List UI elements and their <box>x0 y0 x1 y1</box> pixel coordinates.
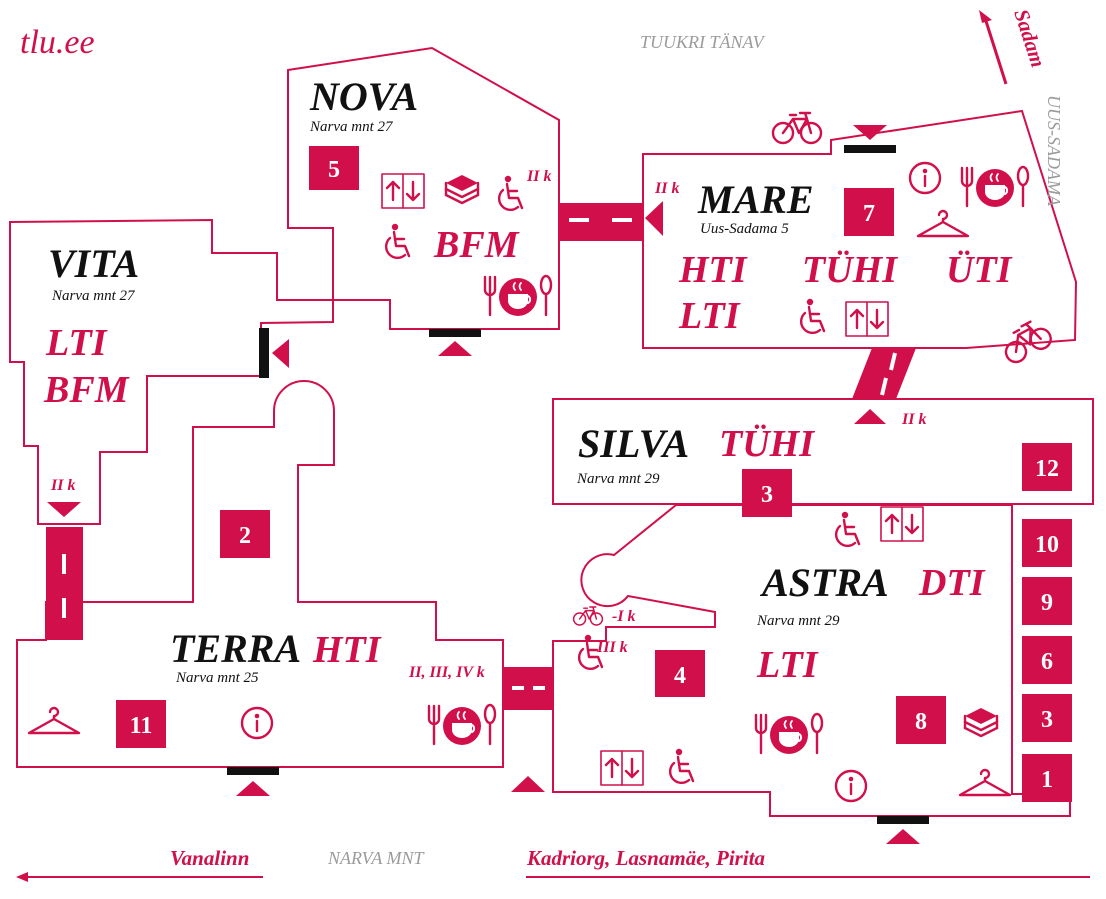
mare-address: Uus-Sadama 5 <box>700 221 789 237</box>
mare-room-box <box>844 188 894 236</box>
silva-room-number: 12 <box>1035 456 1059 482</box>
astra-library-room-box <box>896 696 946 744</box>
silva-institute-tuhi[interactable]: TÜHI <box>719 423 815 465</box>
bicycle-icon <box>572 606 604 626</box>
terra-address: Narva mnt 25 <box>175 670 259 686</box>
astra-entrance <box>877 816 929 844</box>
old-town-direction: Vanalinn <box>16 846 263 882</box>
vita-institute-bfm[interactable]: BFM <box>43 369 130 411</box>
mare-institute-uti[interactable]: ÜTI <box>946 249 1013 291</box>
astra-library-room-number: 8 <box>915 709 927 735</box>
mare-name[interactable]: MARE <box>697 177 814 222</box>
astra-side-entrance <box>511 776 545 792</box>
room-number: 3 <box>1041 707 1053 733</box>
astra-room-column: 10 9 6 3 1 <box>1022 519 1072 802</box>
room-number: 1 <box>1041 767 1053 793</box>
terra-room-number: 11 <box>130 713 153 739</box>
nova-entrance <box>429 329 481 356</box>
nova-address: Narva mnt 27 <box>309 119 394 135</box>
astra-institute-lti[interactable]: LTI <box>756 644 819 686</box>
terra-wing-room-number: 2 <box>239 523 251 549</box>
astra-address: Narva mnt 29 <box>756 613 840 629</box>
nova-name[interactable]: NOVA <box>309 74 418 119</box>
room-box <box>1022 636 1072 684</box>
street-uus-sadama: UUS-SADAMA <box>1044 95 1064 207</box>
silva-room-box <box>1022 443 1072 491</box>
mare-silva-bridge <box>852 348 916 424</box>
vita-institute-lti[interactable]: LTI <box>45 322 108 364</box>
nova-room-number: 5 <box>328 157 340 183</box>
bicycle-icon <box>771 111 823 145</box>
silva-connector-room-number: 3 <box>761 482 773 508</box>
mare-floor-label: II k <box>654 180 679 197</box>
terra-room-box <box>116 700 166 748</box>
astra-name[interactable]: ASTRA <box>759 560 889 605</box>
street-tuukri: TUUKRI TÄNAV <box>640 32 766 52</box>
vita-address: Narva mnt 27 <box>51 288 136 304</box>
terra-name[interactable]: TERRA <box>170 626 301 671</box>
harbour-direction: Sadam <box>979 6 1050 85</box>
mare-institute-lti[interactable]: LTI <box>678 295 741 337</box>
astra-bikes-floor-label: -I k <box>612 608 636 625</box>
terra-outline <box>16 380 504 768</box>
east-direction: Kadriorg, Lasnamäe, Pirita <box>526 846 1090 878</box>
silva-connector-room-box <box>742 469 792 517</box>
room-number: 10 <box>1035 532 1059 558</box>
vita-entrance <box>259 328 289 378</box>
vita-outline <box>9 218 334 525</box>
room-number: 6 <box>1041 649 1053 675</box>
astra-institute-dti[interactable]: DTI <box>918 562 986 604</box>
nova-floor-label: II k <box>526 168 551 185</box>
nova-institute-bfm[interactable]: BFM <box>433 224 520 266</box>
astra-access-floor-label: III k <box>596 639 628 656</box>
harbour-label: Sadam <box>1009 6 1050 70</box>
mare-entrance <box>844 125 896 153</box>
nova-room-box <box>309 146 359 190</box>
room-box <box>1022 754 1072 802</box>
room-box <box>1022 577 1072 625</box>
terra-entrance <box>227 767 279 796</box>
old-town-label: Vanalinn <box>170 846 249 870</box>
vita-terra-bridge <box>46 502 83 640</box>
room-number: 9 <box>1041 590 1053 616</box>
silva-name[interactable]: SILVA <box>578 421 689 466</box>
astra-center-room-number: 4 <box>674 663 686 689</box>
room-box <box>1022 694 1072 742</box>
nova-mare-bridge <box>559 201 663 241</box>
site-url[interactable]: tlu.ee <box>20 24 95 61</box>
vita-floor-label: II k <box>50 477 75 494</box>
astra-center-room-box <box>655 650 705 697</box>
silva-address: Narva mnt 29 <box>576 471 660 487</box>
terra-astra-bridge <box>503 667 553 710</box>
street-narva: NARVA MNT <box>327 848 426 868</box>
mare-institute-hti[interactable]: HTI <box>678 249 748 291</box>
terra-wing-room-box <box>220 510 270 558</box>
vita-name[interactable]: VITA <box>48 241 139 286</box>
mare-room-number: 7 <box>863 201 875 227</box>
silva-outline <box>552 398 1094 505</box>
mare-institute-tuhi[interactable]: TÜHI <box>802 249 898 291</box>
east-label: Kadriorg, Lasnamäe, Pirita <box>526 846 765 870</box>
silva-floor-label: II k <box>901 411 926 428</box>
terra-institute-hti[interactable]: HTI <box>312 629 382 671</box>
room-box <box>1022 519 1072 567</box>
terra-floor-label: II, III, IV k <box>408 664 485 681</box>
